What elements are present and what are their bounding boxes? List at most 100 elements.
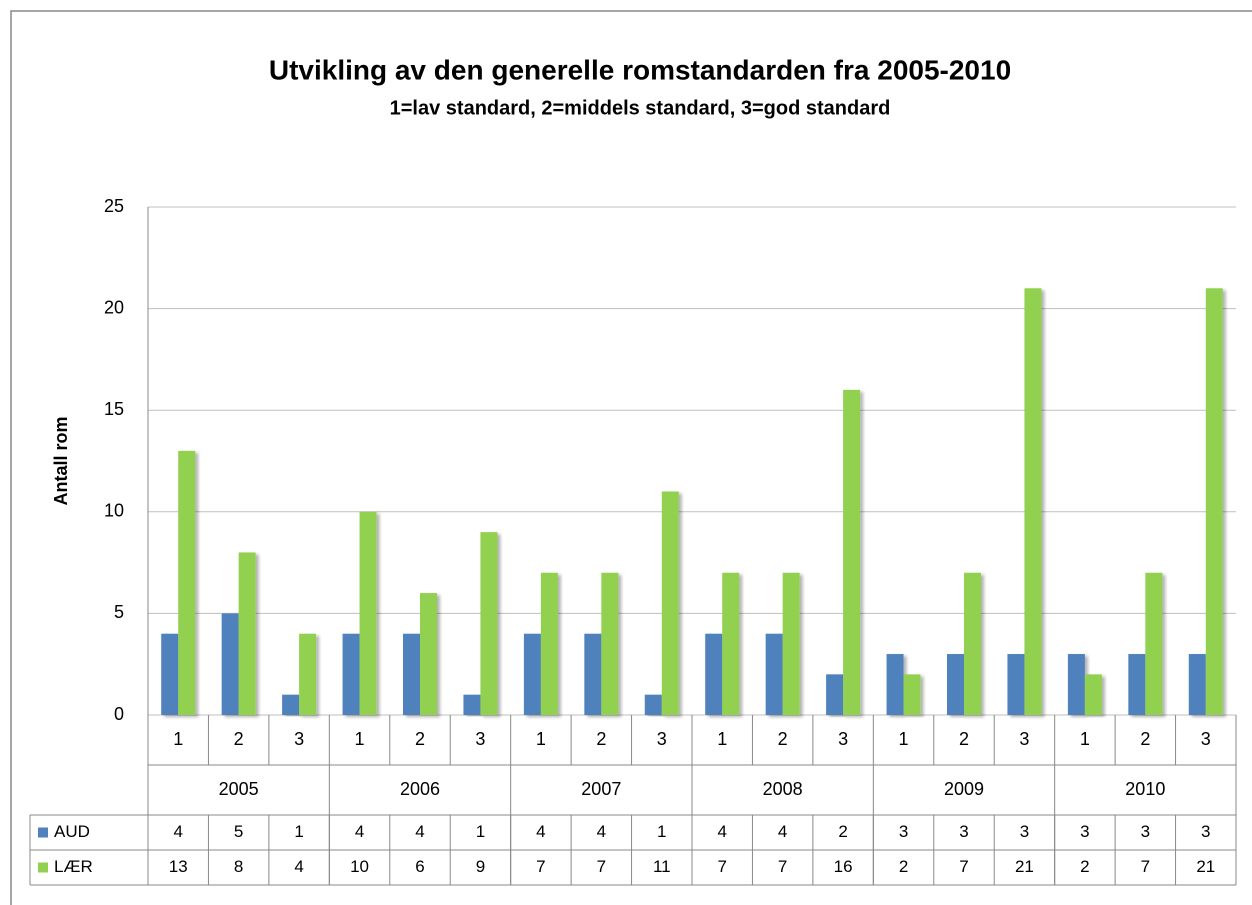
x-tick-label: 2 [234,729,244,749]
bar [299,633,317,715]
bar [403,633,420,715]
y-tick-label: 0 [114,704,124,724]
bar [886,654,904,715]
legend-label: LÆR [54,857,93,876]
y-tick-label: 15 [104,399,124,419]
table-value: 3 [959,822,968,841]
x-tick-label: 1 [536,729,546,749]
table-value: 11 [653,857,671,876]
table-value: 4 [294,857,303,876]
legend-swatch [38,827,48,838]
y-tick-label: 20 [104,297,124,317]
table-value: 4 [355,822,364,841]
bar [359,511,377,715]
bar [1084,674,1102,715]
table-value: 7 [717,857,726,876]
bar [238,552,256,715]
table-value: 8 [234,857,243,876]
chart-subtitle: 1=lav standard, 2=middels standard, 3=go… [390,97,891,119]
table-value: 21 [1015,857,1034,876]
bar [644,694,662,715]
x-group-label: 2010 [1125,779,1165,799]
table-value: 4 [173,822,182,841]
x-tick-label: 2 [415,729,425,749]
x-tick-label: 2 [959,729,969,749]
x-tick-label: 2 [596,729,606,749]
bar [782,572,800,715]
y-tick-label: 10 [104,501,124,521]
bar [601,572,619,715]
table-value: 10 [350,857,369,876]
table-value: 3 [1020,822,1029,841]
bar [903,674,921,715]
x-tick-label: 3 [294,729,304,749]
bar [540,572,558,715]
table-value: 6 [415,857,424,876]
bar [1188,654,1206,715]
chart-frame [10,10,1252,905]
table-value: 16 [834,857,853,876]
x-tick-label: 2 [1140,729,1150,749]
bar [463,694,481,715]
x-tick-label: 1 [355,729,365,749]
bar [342,633,360,715]
bar [178,450,196,715]
bar [282,694,300,715]
y-axis-label: Antall rom [51,416,71,505]
x-group-label: 2007 [581,779,621,799]
bar [1007,654,1025,715]
table-value: 21 [1196,857,1215,876]
legend-swatch [38,862,48,873]
bar [1128,654,1146,715]
table-value: 4 [597,822,606,841]
bar [221,613,239,715]
table-value: 7 [959,857,968,876]
table-value: 1 [657,822,666,841]
bar [661,491,679,715]
table-value: 4 [778,822,787,841]
table-value: 3 [1080,822,1089,841]
x-group-label: 2005 [219,779,259,799]
x-group-label: 2009 [944,779,984,799]
table-value: 3 [1141,822,1150,841]
x-tick-label: 3 [1019,729,1029,749]
table-value: 2 [899,857,908,876]
bar [480,532,498,715]
bar [1145,572,1163,715]
x-tick-label: 3 [475,729,485,749]
chart-title: Utvikling av den generelle romstandarden… [269,54,1011,85]
x-tick-label: 3 [1201,729,1211,749]
x-group-label: 2008 [763,779,803,799]
bar [584,633,602,715]
table-value: 7 [778,857,787,876]
table-value: 1 [476,822,485,841]
x-tick-label: 3 [657,729,667,749]
x-group-label: 2006 [400,779,440,799]
bar [1067,654,1085,715]
table-value: 4 [717,822,726,841]
bar [947,654,964,715]
x-tick-label: 1 [173,729,183,749]
x-tick-label: 3 [838,729,848,749]
table-value: 1 [294,822,303,841]
y-tick-label: 25 [104,196,124,216]
bar [722,572,740,715]
table-value: 7 [597,857,606,876]
bar [161,633,179,715]
x-tick-label: 2 [778,729,788,749]
x-tick-label: 1 [899,729,909,749]
x-tick-label: 1 [1080,729,1090,749]
bar [1205,288,1223,715]
table-value: 3 [1201,822,1210,841]
bar [523,633,541,715]
bar [843,389,861,715]
x-tick-label: 1 [717,729,727,749]
table-value: 7 [1141,857,1150,876]
bar [705,633,723,715]
table-value: 2 [1080,857,1089,876]
table-value: 13 [169,857,188,876]
table-value: 2 [838,822,847,841]
table-value: 4 [536,822,545,841]
